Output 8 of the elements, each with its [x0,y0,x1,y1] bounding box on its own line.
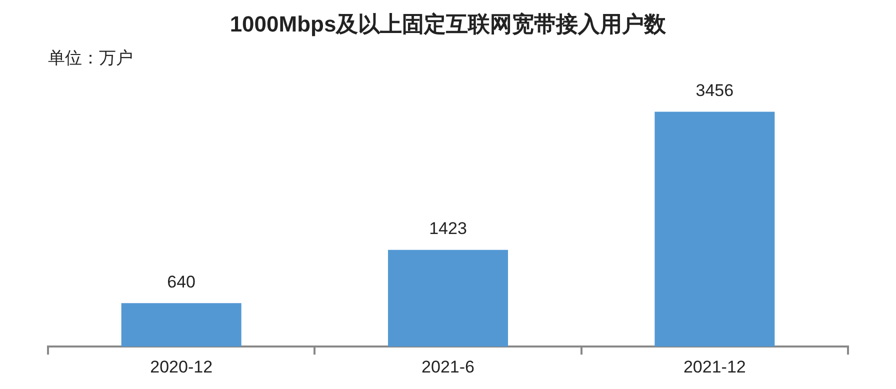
x-tick-label: 2020-12 [150,357,213,376]
x-tick-label: 2021-6 [422,357,474,376]
data-label: 640 [167,272,196,292]
data-label: 1423 [429,219,467,238]
data-label: 3456 [696,80,734,100]
chart-title: 1000Mbps及以上固定互联网宽带接入用户数 [230,11,668,36]
x-tick-label: 2021-12 [683,357,746,376]
chart-subtitle: 单位：万户 [48,48,133,68]
